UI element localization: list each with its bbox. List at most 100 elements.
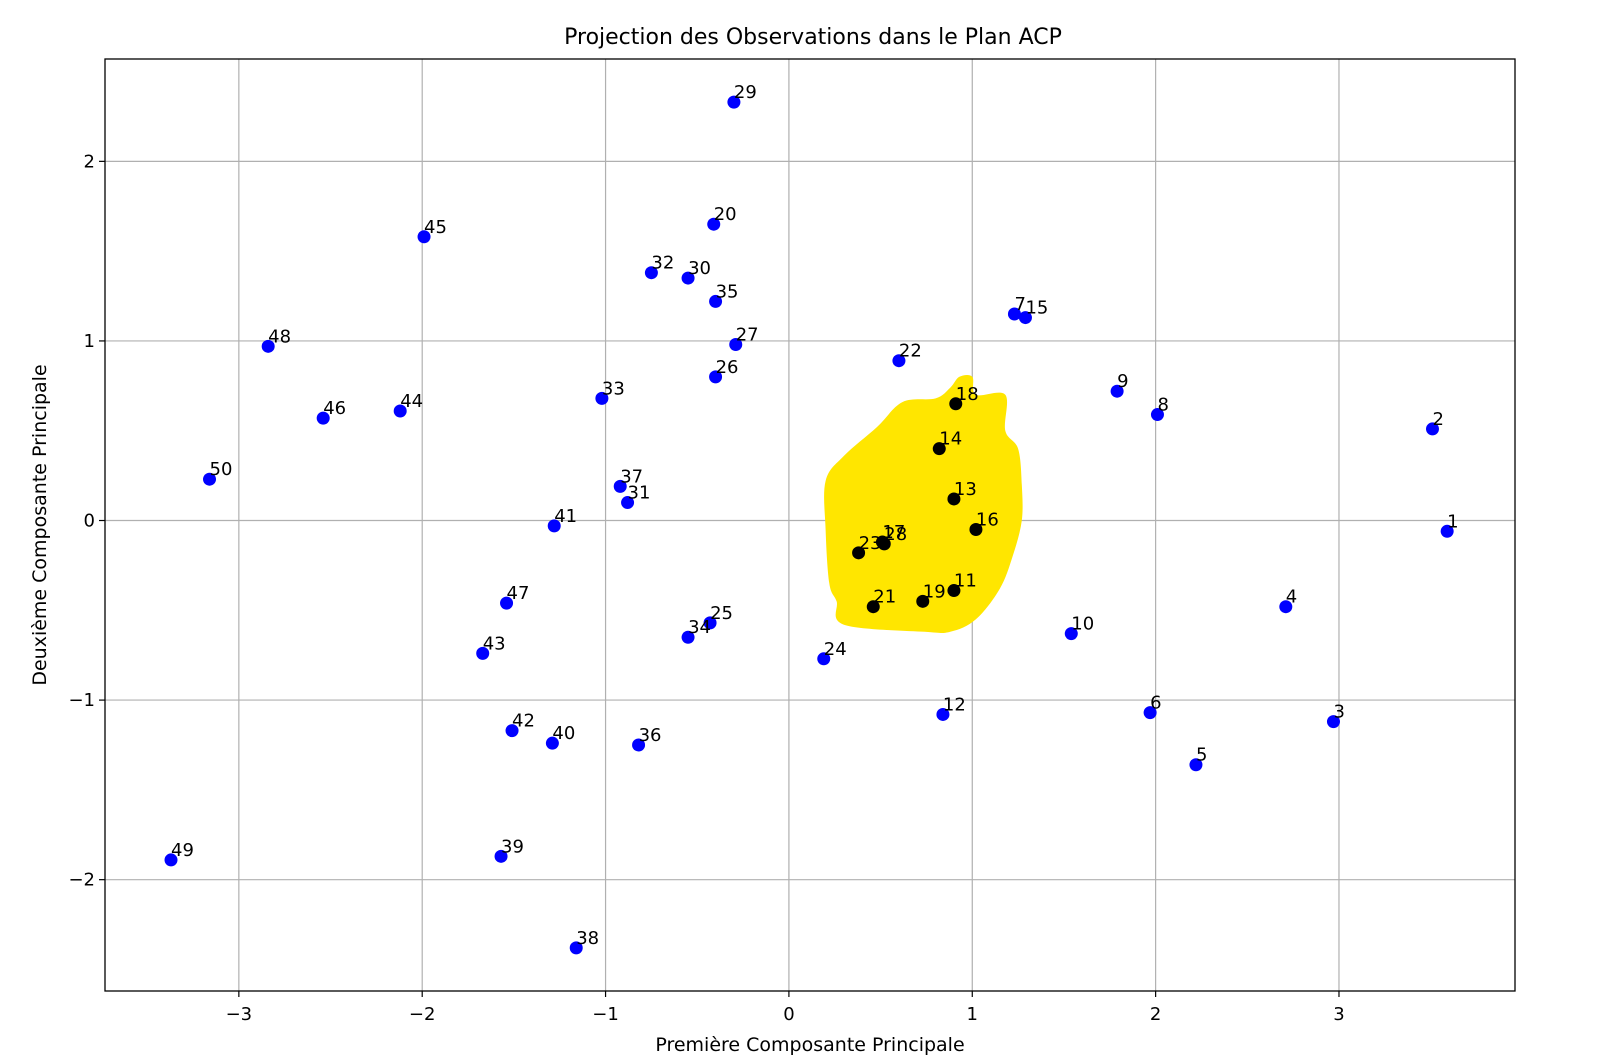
point-41 (547, 519, 561, 533)
x-tick-label: 0 (783, 1004, 794, 1025)
point-label-39: 39 (501, 836, 524, 857)
point-label-29: 29 (734, 82, 757, 103)
point-label-36: 36 (639, 725, 662, 746)
point-label-17: 17 (882, 522, 905, 543)
point-label-26: 26 (716, 357, 739, 378)
data-points (164, 95, 1454, 955)
point-25 (703, 616, 717, 630)
point-label-10: 10 (1071, 614, 1094, 635)
point-22 (892, 354, 906, 368)
point-16 (969, 522, 983, 536)
point-label-11: 11 (954, 571, 977, 592)
point-label-32: 32 (651, 253, 674, 274)
point-label-46: 46 (323, 398, 346, 419)
point-1 (1440, 524, 1454, 538)
point-label-47: 47 (507, 583, 530, 604)
point-39 (494, 849, 508, 863)
y-tick-label: 1 (84, 331, 95, 352)
point-26 (709, 370, 723, 384)
point-6 (1143, 706, 1157, 720)
point-31 (621, 496, 635, 510)
point-label-50: 50 (210, 459, 233, 480)
point-label-45: 45 (424, 217, 447, 238)
point-43 (476, 646, 490, 660)
point-label-49: 49 (171, 840, 194, 861)
point-27 (729, 338, 743, 352)
point-label-19: 19 (923, 581, 946, 602)
point-37 (613, 479, 627, 493)
point-label-48: 48 (268, 326, 291, 347)
point-38 (569, 941, 583, 955)
point-48 (261, 339, 275, 353)
point-label-1: 1 (1447, 511, 1458, 532)
point-21 (866, 600, 880, 614)
point-24 (817, 652, 831, 666)
y-tick-label: 2 (84, 151, 95, 172)
point-label-3: 3 (1333, 702, 1344, 723)
point-44 (393, 404, 407, 418)
point-label-42: 42 (512, 711, 535, 732)
point-label-33: 33 (602, 378, 625, 399)
point-label-7: 7 (1014, 294, 1025, 315)
x-axis-ticks: −3 −2 −1 0 1 2 3 (226, 991, 1345, 1025)
point-32 (644, 266, 658, 280)
point-50 (203, 472, 217, 486)
point-30 (681, 271, 695, 285)
yellow-highlight-annotation (824, 375, 1023, 634)
point-label-31: 31 (628, 483, 651, 504)
point-5 (1189, 758, 1203, 772)
chart-title: Projection des Observations dans le Plan… (564, 25, 1062, 50)
x-tick-label: −3 (226, 1004, 253, 1025)
point-9 (1110, 384, 1124, 398)
y-tick-label: −1 (68, 690, 95, 711)
point-label-9: 9 (1117, 371, 1128, 392)
point-label-30: 30 (688, 258, 711, 279)
point-label-13: 13 (954, 479, 977, 500)
y-tick-label: 0 (84, 511, 95, 532)
point-29 (727, 95, 741, 109)
x-tick-label: 1 (967, 1004, 978, 1025)
point-label-12: 12 (943, 694, 966, 715)
point-label-21: 21 (873, 587, 896, 608)
y-axis-ticks: −2 −1 0 1 2 (68, 151, 105, 891)
point-11 (947, 584, 961, 598)
point-2 (1425, 422, 1439, 436)
point-label-35: 35 (716, 281, 739, 302)
x-tick-label: 2 (1150, 1004, 1161, 1025)
point-8 (1150, 408, 1164, 422)
point-13 (947, 492, 961, 506)
point-label-43: 43 (483, 633, 506, 654)
x-tick-label: −2 (409, 1004, 436, 1025)
point-34 (681, 630, 695, 644)
point-45 (417, 230, 431, 244)
point-20 (707, 217, 721, 231)
point-label-34: 34 (688, 617, 711, 638)
point-label-16: 16 (976, 509, 999, 530)
point-label-5: 5 (1196, 745, 1207, 766)
point-labels: 1234567891011121314151617181920212223242… (171, 82, 1459, 949)
point-label-25: 25 (710, 603, 733, 624)
y-tick-label: −2 (68, 870, 95, 891)
point-35 (709, 294, 723, 308)
x-axis-label: Première Composante Principale (655, 1034, 964, 1056)
point-label-23: 23 (859, 533, 882, 554)
point-label-28: 28 (884, 524, 907, 545)
point-label-15: 15 (1025, 298, 1048, 319)
x-tick-label: 3 (1333, 1004, 1344, 1025)
point-33 (595, 391, 609, 405)
point-42 (505, 724, 519, 738)
point-4 (1279, 600, 1293, 614)
point-label-37: 37 (620, 466, 643, 487)
point-40 (545, 736, 559, 750)
point-label-44: 44 (400, 391, 423, 412)
point-label-2: 2 (1432, 409, 1443, 430)
point-49 (164, 853, 178, 867)
point-label-6: 6 (1150, 693, 1161, 714)
point-36 (632, 738, 646, 752)
point-15 (1018, 311, 1032, 325)
point-23 (852, 546, 866, 560)
point-19 (916, 594, 930, 608)
y-axis-label: Deuxième Composante Principale (29, 364, 51, 685)
